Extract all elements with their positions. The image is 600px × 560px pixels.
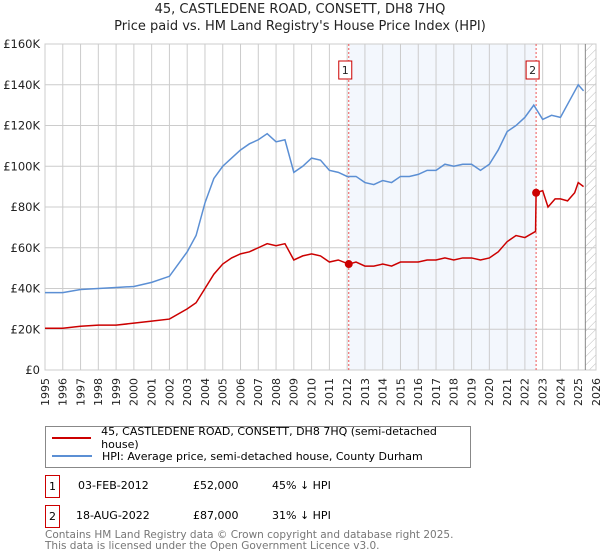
transaction-hpi: 31% ↓ HPI	[272, 509, 331, 522]
x-tick-label: 2003	[181, 378, 194, 406]
x-tick-label: 2014	[377, 378, 390, 406]
series-line	[45, 83, 585, 294]
transaction-price: £87,000	[193, 509, 239, 522]
x-tick-label: 1998	[92, 378, 105, 406]
x-tick-label: 2008	[270, 378, 283, 406]
series-line	[45, 181, 585, 329]
x-tick-label: 2018	[448, 378, 461, 406]
x-tick-label: 1996	[57, 378, 70, 406]
y-tick-label: £40K	[11, 282, 41, 296]
chart-title: 45, CASTLEDENE ROAD, CONSETT, DH8 7HQ	[154, 2, 446, 17]
x-tick-label: 2013	[359, 378, 372, 406]
price-chart: 1995 1996 1997 1998 1999 2000 2001 2002 2003 2004…	[3, 37, 600, 406]
transaction-price: £52,000	[193, 479, 239, 492]
x-tick-label: 2026	[590, 378, 600, 406]
marker-label: 2	[529, 64, 536, 77]
x-tick-label: 2009	[288, 378, 301, 406]
y-tick-label: £100K	[3, 159, 40, 173]
marker-badge	[338, 60, 353, 80]
x-tick-label: 2010	[305, 378, 318, 406]
sale-point	[344, 260, 353, 269]
y-tick-label: £80K	[11, 200, 41, 214]
x-tick-label: 1997	[74, 378, 87, 406]
legend-item-property: 45, CASTLEDENE ROAD, CONSETT, DH8 7HQ (s…	[52, 425, 470, 451]
x-tick-label: 2017	[430, 378, 443, 406]
x-tick-label: 1999	[110, 378, 123, 406]
x-tick-label: 2025	[572, 378, 585, 406]
marker-badge: 2	[45, 505, 60, 528]
x-tick-label: 2006	[234, 378, 247, 406]
legend-label: HPI: Average price, semi-detached house,…	[102, 449, 423, 463]
marker-label: 1	[342, 64, 349, 77]
x-tick-label: 2000	[128, 378, 141, 406]
marker-badge	[525, 60, 540, 80]
footer-line: Contains HM Land Registry data © Crown c…	[45, 529, 454, 541]
x-tick-label: 2015	[394, 378, 407, 406]
plot-border	[44, 43, 597, 371]
chart-subtitle: Price paid vs. HM Land Registry's House …	[114, 19, 486, 34]
y-tick-label: £160K	[3, 37, 40, 51]
y-tick-label: £20K	[11, 322, 41, 336]
legend-swatch-blue	[52, 455, 92, 457]
y-tick-label: £0	[25, 363, 40, 377]
x-tick-label: 2012	[341, 378, 354, 406]
transaction-hpi: 45% ↓ HPI	[272, 479, 331, 492]
x-tick-label: 1995	[39, 378, 52, 406]
legend-swatch-red	[52, 437, 92, 439]
legend: 45, CASTLEDENE ROAD, CONSETT, DH8 7HQ (s…	[45, 425, 471, 468]
x-tick-label: 2007	[252, 378, 265, 406]
x-tick-label: 2020	[483, 378, 496, 406]
x-tick-label: 2002	[163, 378, 176, 406]
y-tick-label: £120K	[3, 119, 40, 133]
x-tick-label: 2024	[554, 378, 567, 406]
transaction-date: 03-FEB-2012	[78, 479, 149, 492]
marker-badge: 1	[45, 475, 60, 498]
x-tick-label: 2004	[199, 378, 212, 406]
x-tick-label: 2023	[537, 378, 550, 406]
transaction-date: 18-AUG-2022	[76, 509, 150, 522]
x-tick-label: 2011	[323, 378, 336, 406]
footer: Contains HM Land Registry data © Crown c…	[45, 530, 453, 552]
x-tick-label: 2019	[465, 378, 478, 406]
footer-line: This data is licensed under the Open Gov…	[45, 540, 380, 552]
y-tick-label: £140K	[3, 78, 40, 92]
legend-item-hpi: HPI: Average price, semi-detached house,…	[52, 448, 423, 464]
sale-point	[532, 188, 541, 197]
x-tick-label: 2022	[519, 378, 532, 406]
x-tick-label: 2021	[501, 378, 514, 406]
x-tick-label: 2001	[145, 378, 158, 406]
legend-label: 45, CASTLEDENE ROAD, CONSETT, DH8 7HQ (s…	[101, 425, 437, 451]
y-tick-label: £60K	[11, 241, 41, 255]
x-tick-label: 2005	[217, 378, 230, 406]
x-tick-label: 2016	[412, 378, 425, 406]
